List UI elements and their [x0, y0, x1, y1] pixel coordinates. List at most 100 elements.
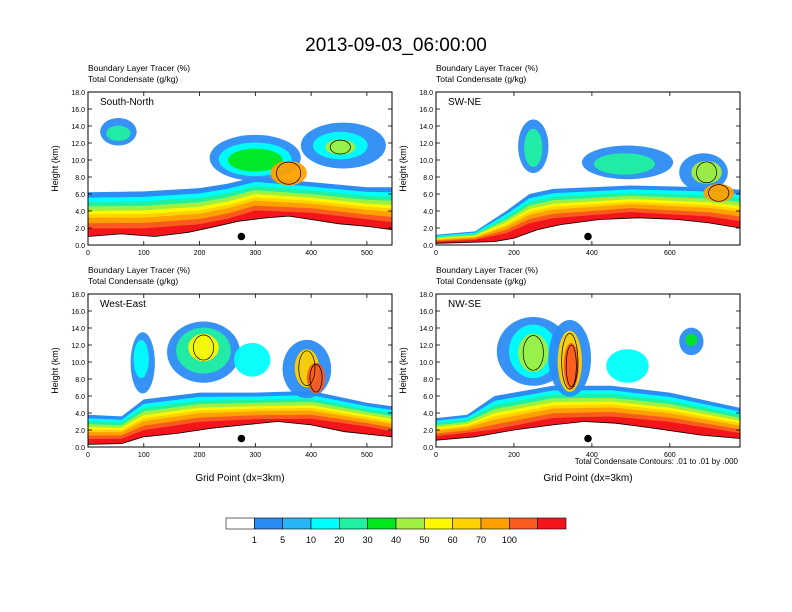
x-tick-label: 200: [508, 250, 520, 257]
y-tick-label: 14.0: [71, 326, 85, 333]
condensate-contour: [708, 184, 730, 202]
location-dot: [237, 434, 246, 443]
panel-label: SW-NE: [448, 97, 481, 108]
y-tick-label: 16.0: [71, 309, 85, 316]
y-tick-label: 14.0: [419, 326, 433, 333]
y-tick-label: 14.0: [419, 124, 433, 131]
x-tick-label: 0: [86, 250, 90, 257]
tracer-cloud: [188, 333, 219, 362]
y-tick-label: 8.0: [423, 377, 433, 384]
x-axis-label: Grid Point (dx=3km): [543, 473, 632, 484]
y-tick-label: 10.0: [71, 360, 85, 367]
y-tick-label: 12.0: [71, 141, 85, 148]
colorbar-box: [452, 517, 482, 530]
panel-subtitle-tracer: Boundary Layer Tracer (%): [88, 63, 190, 73]
x-tick-label: 400: [586, 250, 598, 257]
tracer-cloud: [227, 148, 283, 172]
y-tick-label: 12.0: [419, 141, 433, 148]
colorbar-label: 30: [363, 535, 373, 545]
y-tick-label: 8.0: [75, 377, 85, 384]
plot-frame: [87, 91, 393, 246]
y-tick-label: 2.0: [75, 428, 85, 435]
colorbar-box: [424, 517, 453, 530]
terrain-profile: [88, 421, 392, 447]
colorbar-box: [282, 517, 312, 530]
y-tick-label: 2.0: [423, 226, 433, 233]
location-dot: [584, 232, 592, 241]
tracer-field: [88, 321, 392, 447]
panel-label: South-North: [100, 97, 154, 108]
tracer-cloud: [133, 339, 149, 379]
condensate-contour: [193, 334, 215, 361]
y-tick-label: 12.0: [419, 343, 433, 350]
tracer-field: [436, 316, 740, 447]
colorbar-label: 1: [252, 535, 257, 545]
y-tick-label: 2.0: [75, 226, 85, 233]
panel-label: NW-SE: [448, 299, 481, 310]
panel-subtitle-condensate: Total Condensate (g/kg): [88, 74, 178, 84]
y-tick-label: 4.0: [423, 411, 433, 418]
condensate-contour: [696, 161, 718, 184]
x-tick-label: 500: [361, 452, 373, 459]
panel-south-north: 0.0 2.0 4.0 6.0 8.0 10.0 12.0 14.0 16.0 18.0 0 100 2…: [50, 63, 393, 257]
colorbar-box: [509, 517, 538, 530]
colorbar-label: 5: [280, 535, 285, 545]
tracer-cloud: [270, 160, 307, 186]
tracer-cloud: [691, 160, 722, 184]
colorbar-box: [310, 517, 340, 530]
y-tick-label: 2.0: [423, 428, 433, 435]
tracer-cloud: [106, 125, 131, 141]
y-tick-label: 6.0: [423, 394, 433, 401]
y-tick-label: 18.0: [419, 292, 433, 299]
y-tick-label: 14.0: [71, 124, 85, 131]
y-tick-label: 0.0: [75, 243, 85, 250]
x-tick-label: 600: [664, 250, 676, 257]
panel-subtitle-condensate: Total Condensate (g/kg): [436, 276, 526, 286]
plot-frame: [435, 293, 741, 448]
location-dot: [237, 232, 246, 241]
y-tick-label: 6.0: [75, 192, 85, 199]
panel-nw-se: 0.0 2.0 4.0 6.0 8.0 10.0 12.0 14.0 16.0 18.0 0 200 4…: [398, 265, 741, 484]
colorbar-box: [254, 517, 283, 530]
panel-west-east: 0.0 2.0 4.0 6.0 8.0 10.0 12.0 14.0 16.0 18.0 0 100 2…: [50, 265, 393, 484]
y-tick-label: 6.0: [75, 394, 85, 401]
tracer-cloud: [685, 333, 698, 347]
location-dot: [584, 434, 592, 443]
colorbar-box: [537, 517, 567, 530]
y-tick-label: 16.0: [71, 107, 85, 114]
colorbar-label: 20: [334, 535, 344, 545]
y-tick-label: 6.0: [423, 192, 433, 199]
tracer-field: [88, 118, 392, 245]
y-tick-label: 18.0: [71, 90, 85, 97]
y-axis-label: Height (km): [398, 347, 408, 394]
y-tick-label: 4.0: [75, 209, 85, 216]
tracer-cloud: [703, 183, 734, 203]
colorbar-box: [339, 517, 368, 530]
colorbar: 1 5 10 20 30 40 50 60 70 100: [225, 517, 567, 545]
x-tick-label: 100: [138, 452, 150, 459]
colorbar-label: 100: [502, 535, 517, 545]
condensate-contour: [565, 344, 577, 388]
y-tick-label: 18.0: [71, 292, 85, 299]
x-tick-label: 0: [434, 250, 438, 257]
panel-sw-ne: 0.0 2.0 4.0 6.0 8.0 10.0 12.0 14.0 16.0 18.0 0 200 4…: [398, 63, 741, 257]
colorbar-label: 10: [306, 535, 316, 545]
y-tick-label: 10.0: [71, 158, 85, 165]
tracer-cloud: [518, 333, 549, 373]
x-tick-label: 500: [361, 250, 373, 257]
y-tick-label: 10.0: [419, 158, 433, 165]
x-tick-label: 200: [194, 452, 206, 459]
panel-subtitle-tracer: Boundary Layer Tracer (%): [436, 63, 538, 73]
tracer-cloud: [524, 128, 543, 167]
y-tick-label: 0.0: [423, 445, 433, 452]
colorbar-box: [225, 517, 255, 530]
colorbar-label: 60: [448, 535, 458, 545]
x-tick-label: 100: [138, 250, 150, 257]
x-tick-label: 0: [86, 452, 90, 459]
y-tick-label: 10.0: [419, 360, 433, 367]
plot-frame: [435, 91, 741, 246]
terrain-profile: [436, 217, 740, 245]
colorbar-label: 70: [476, 535, 486, 545]
tracer-cloud: [306, 362, 326, 394]
x-tick-label: 200: [194, 250, 206, 257]
